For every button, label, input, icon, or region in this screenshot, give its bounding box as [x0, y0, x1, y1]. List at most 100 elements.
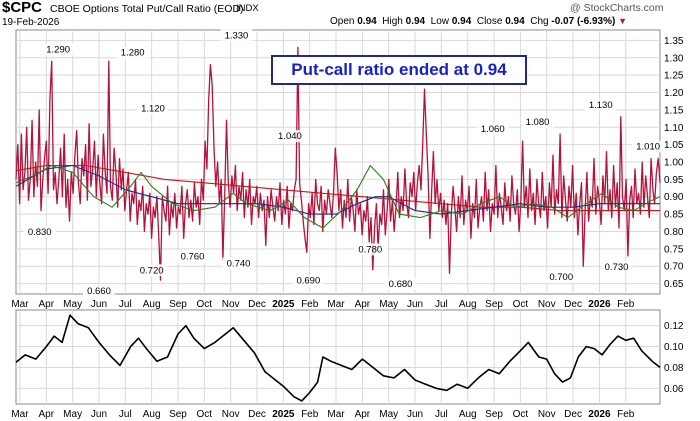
x-tick-label: Apr	[355, 409, 371, 420]
peak-label-bg	[584, 98, 617, 111]
close-value: 0.94	[505, 16, 525, 27]
x-tick-label: Jun	[407, 409, 423, 420]
ma-short-line	[15, 164, 661, 229]
chg-value: -0.07 (-6.93%)	[551, 16, 616, 27]
high-label: High	[382, 16, 403, 27]
x-tick-label: Jul	[119, 409, 132, 420]
ohlc-readout: Open 0.94 High 0.94 Low 0.94 Close 0.94 …	[330, 16, 627, 27]
indicator-line	[15, 314, 661, 402]
y-tick-label: 1.35	[664, 36, 684, 47]
open-label: Open	[330, 16, 355, 27]
trough-label: 0.660	[87, 286, 111, 297]
x-tick-label: May	[379, 409, 398, 420]
trough-label-bg	[600, 260, 633, 273]
peak-label: 1.120	[141, 103, 165, 114]
x-tick-label: Nov	[538, 299, 556, 310]
trough-label-bg	[176, 250, 209, 263]
peak-label: 1.040	[278, 131, 302, 142]
peak-label-bg	[116, 46, 149, 59]
trough-label: 0.830	[28, 227, 52, 238]
trough-label: 0.700	[549, 272, 573, 283]
x-tick-label: 2026	[588, 409, 611, 420]
trough-label-bg	[23, 226, 56, 239]
low-value: 0.94	[451, 16, 472, 27]
x-tick-label: Jun	[91, 409, 107, 420]
trough-label-bg	[384, 278, 417, 291]
x-tick-label: Jun	[407, 299, 423, 310]
x-tick-label: May	[63, 299, 82, 310]
trough-label: 0.780	[358, 244, 382, 255]
index-name: CBOE Options Total Put/Call Ratio (EOD)	[50, 3, 244, 15]
x-tick-label: Dec	[248, 299, 266, 310]
x-tick-label: Oct	[513, 409, 529, 420]
x-tick-label: Nov	[538, 409, 556, 420]
trough-label-bg	[82, 285, 115, 298]
x-tick-label: Feb	[301, 299, 319, 310]
y-tick-label: 1.15	[664, 105, 684, 116]
trough-label: 0.730	[605, 262, 629, 273]
peak-label-bg	[136, 102, 169, 115]
trough-label-bg	[545, 271, 578, 284]
peak-label-bg	[476, 123, 509, 136]
chg-label: Chg	[530, 16, 549, 27]
peak-label-bg	[632, 140, 665, 153]
x-tick-label: Oct	[197, 409, 213, 420]
trough-label: 0.720	[140, 265, 164, 276]
x-tick-label: Feb	[617, 299, 635, 310]
watermark: @ StockCharts.com	[570, 2, 664, 14]
peak-label-bg	[521, 116, 554, 129]
peak-label-bg	[220, 29, 253, 42]
x-tick-label: Apr	[39, 409, 55, 420]
high-value: 0.94	[405, 16, 426, 27]
ticker-symbol: $CPC	[2, 0, 43, 16]
x-tick-label: 2025	[272, 299, 295, 310]
peak-label: 1.010	[636, 142, 660, 153]
y-tick-label: 1.20	[664, 88, 684, 99]
y-tick-label: 1.30	[664, 53, 684, 64]
x-tick-label: Aug	[459, 409, 477, 420]
peak-label: 1.280	[121, 48, 145, 59]
x-tick-label: Sep	[485, 299, 503, 310]
x-tick-label: Dec	[564, 409, 582, 420]
x-tick-label: Oct	[513, 299, 529, 310]
y-tick-label: 0.65	[664, 279, 684, 290]
trough-label-bg	[292, 274, 325, 287]
x-tick-label: May	[63, 409, 82, 420]
x-tick-label: Jul	[119, 299, 132, 310]
x-tick-label: Mar	[11, 409, 29, 420]
peak-label: 1.290	[46, 44, 70, 55]
x-tick-label: Jul	[435, 299, 448, 310]
x-tick-label: Aug	[459, 299, 477, 310]
peak-label: 1.080	[526, 117, 550, 128]
ma-long-line	[15, 164, 660, 212]
x-tick-label: 2025	[272, 409, 295, 420]
peak-label: 1.330	[225, 30, 249, 41]
x-tick-label: Jun	[91, 299, 107, 310]
x-tick-label: Dec	[248, 409, 266, 420]
trough-label: 0.740	[227, 258, 251, 269]
annotation-callout: Put-call ratio ended at 0.94	[271, 55, 527, 85]
y-tick-label: 1.05	[664, 140, 684, 151]
y-tick-label: 1.00	[664, 158, 684, 169]
x-tick-label: Aug	[143, 299, 161, 310]
x-tick-label: Nov	[222, 409, 240, 420]
x-tick-label: Jul	[435, 409, 448, 420]
x-tick-label: Mar	[327, 299, 345, 310]
x-tick-label: Mar	[327, 409, 345, 420]
x-tick-label: Mar	[11, 299, 29, 310]
y-tick-label: 0.12	[664, 321, 684, 332]
x-tick-label: Aug	[143, 409, 161, 420]
x-tick-label: Sep	[485, 409, 503, 420]
x-tick-label: Nov	[222, 299, 240, 310]
y-tick-label: 1.25	[664, 71, 684, 82]
close-label: Close	[476, 16, 503, 27]
y-tick-label: 1.10	[664, 123, 684, 134]
down-arrow-icon: ▼	[618, 16, 627, 26]
x-tick-label: Sep	[169, 409, 187, 420]
low-label: Low	[430, 16, 450, 27]
trough-label-bg	[354, 243, 387, 256]
x-tick-label: Oct	[197, 299, 213, 310]
exchange-label: INDX	[236, 3, 259, 14]
trough-label: 0.690	[296, 276, 320, 287]
